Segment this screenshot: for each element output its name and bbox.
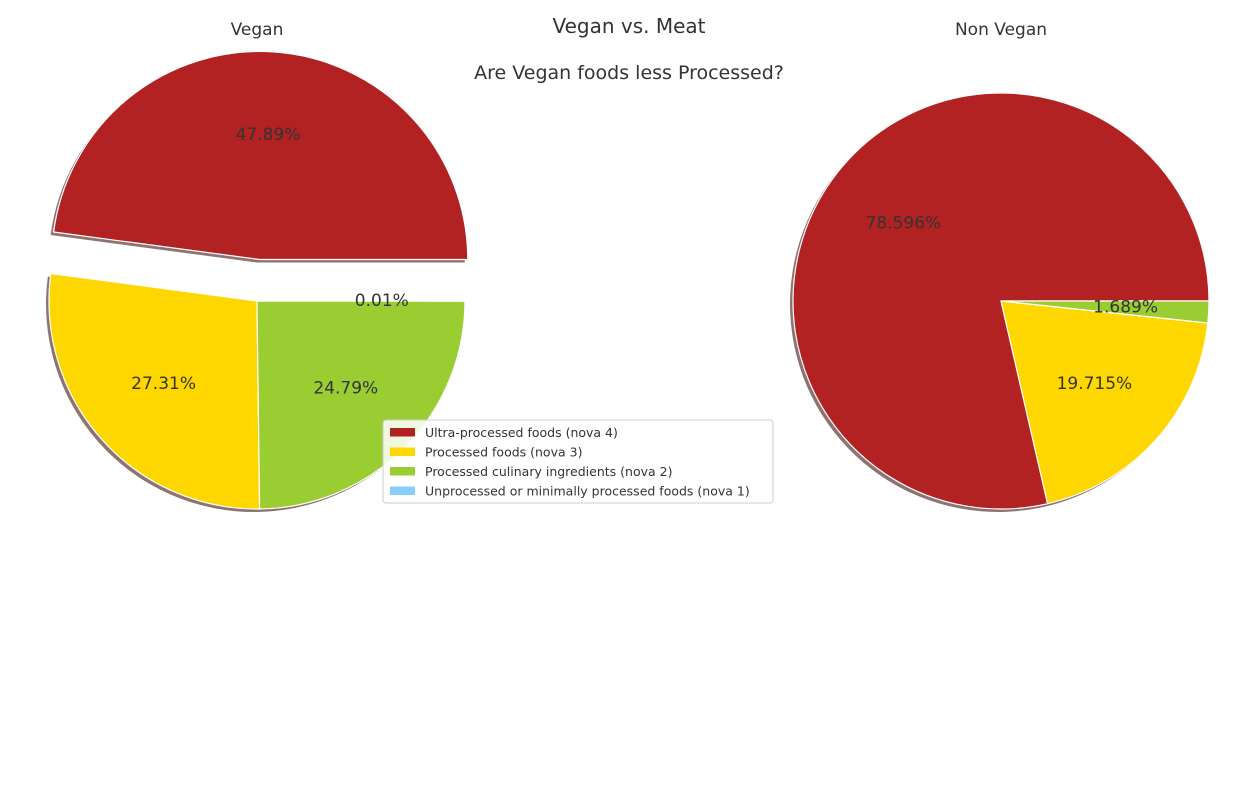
wedge-ultra-processed-foods-nova-4 bbox=[52, 50, 469, 261]
wedge-processed-foods-nova-3 bbox=[1000, 300, 1209, 505]
wedge-ultra-processed-foods-nova-4 bbox=[792, 92, 1210, 510]
pct-label-processed-foods-nova-3: 19.715% bbox=[1057, 374, 1133, 394]
pie-non-vegan: 78.596% 19.715% 1.689% bbox=[790, 92, 1210, 512]
pie-label-layer: 47.89% 27.31% 24.79% 0.01% bbox=[131, 125, 409, 399]
legend-swatch-ultra-processed-foods-nova-4 bbox=[390, 428, 415, 437]
pct-label-ultra-processed-foods-nova-4: 78.596% bbox=[866, 213, 942, 233]
pie-vegan: 47.89% 27.31% 24.79% 0.01% bbox=[46, 50, 469, 512]
pct-label-ultra-processed-foods-nova-4: 47.89% bbox=[236, 125, 301, 145]
wedge-processed-foods-nova-3 bbox=[48, 272, 261, 510]
legend-swatch-processed-culinary-ingredients-nova-2 bbox=[390, 467, 415, 476]
wedge-processed-culinary-ingredients-nova-2 bbox=[1000, 300, 1210, 324]
legend: Ultra-processed foods (nova 4) Processed … bbox=[382, 419, 774, 504]
legend-swatch-unprocessed-or-minimally-processed-foods-nova-1 bbox=[390, 486, 415, 495]
pie-wedge-layer bbox=[48, 50, 469, 510]
pie-title-vegan: Vegan bbox=[231, 20, 284, 40]
pie-title-non-vegan: Non Vegan bbox=[955, 20, 1047, 40]
pct-label-processed-foods-nova-3: 27.31% bbox=[131, 374, 196, 394]
figure-subtitle: Are Vegan foods less Processed? bbox=[474, 62, 784, 84]
pie-wedge-layer bbox=[792, 92, 1210, 510]
legend-swatch-processed-foods-nova-3 bbox=[390, 447, 415, 456]
pct-label-processed-culinary-ingredients-nova-2: 1.689% bbox=[1093, 298, 1158, 318]
pct-label-unprocessed-or-minimally-processed-foods-nova-1: 0.01% bbox=[355, 291, 409, 311]
legend-label-processed-foods-nova-3: Processed foods (nova 3) bbox=[425, 445, 582, 460]
legend-label-unprocessed-or-minimally-processed-foods-nova-1: Unprocessed or minimally processed foods… bbox=[425, 484, 750, 499]
legend-frame bbox=[382, 419, 774, 504]
legend-label-processed-culinary-ingredients-nova-2: Processed culinary ingredients (nova 2) bbox=[425, 464, 672, 479]
pct-label-processed-culinary-ingredients-nova-2: 24.79% bbox=[313, 379, 378, 399]
figure-title: Vegan vs. Meat bbox=[552, 14, 705, 38]
pie-label-layer: 78.596% 19.715% 1.689% bbox=[866, 213, 1158, 393]
legend-label-ultra-processed-foods-nova-4: Ultra-processed foods (nova 4) bbox=[425, 425, 618, 440]
